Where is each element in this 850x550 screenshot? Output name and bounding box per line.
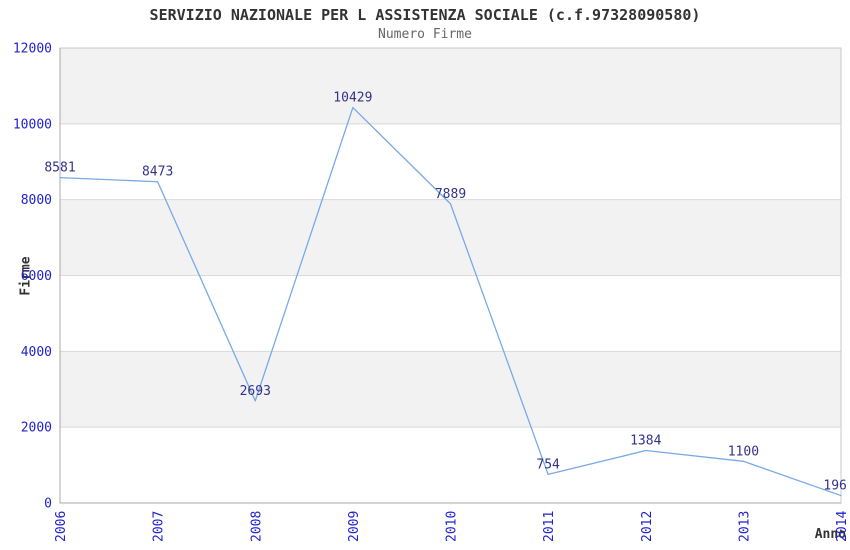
y-tick-label: 0 <box>44 497 52 512</box>
plot-band <box>60 199 841 276</box>
value-label: 10429 <box>333 91 372 106</box>
x-tick-label: 2007 <box>152 511 167 542</box>
value-label: 8581 <box>44 161 75 176</box>
x-tick-label: 2006 <box>54 511 69 542</box>
x-tick-label: 2011 <box>542 511 557 542</box>
value-label: 196 <box>823 479 846 494</box>
x-tick-label: 2014 <box>835 511 850 542</box>
y-tick-label: 12000 <box>13 42 52 57</box>
x-axis-title: Anno <box>814 527 846 542</box>
plot-band <box>60 48 841 124</box>
chart-subtitle: Numero Firme <box>378 27 472 42</box>
value-label: 754 <box>536 457 560 472</box>
value-label: 7889 <box>435 187 466 202</box>
value-label: 1384 <box>630 434 661 449</box>
x-tick-label: 2008 <box>249 511 264 542</box>
x-tick-label: 2012 <box>640 511 655 542</box>
value-label: 2693 <box>240 384 271 399</box>
plot-band <box>60 123 841 200</box>
data-line <box>59 106 842 497</box>
plot-band <box>60 275 841 352</box>
value-label: 1100 <box>728 444 759 459</box>
x-tick-label: 2013 <box>737 511 752 542</box>
y-tick-label: 2000 <box>21 421 52 436</box>
y-tick-label: 10000 <box>13 117 52 132</box>
value-label: 8473 <box>142 165 173 180</box>
y-tick-label: 4000 <box>21 345 52 360</box>
x-tick-label: 2009 <box>347 511 362 542</box>
x-tick-label: 2010 <box>445 511 460 542</box>
chart-title: SERVIZIO NAZIONALE PER L ASSISTENZA SOCI… <box>149 6 701 24</box>
y-tick-label: 6000 <box>21 269 52 284</box>
plot-band <box>60 351 841 428</box>
y-tick-label: 8000 <box>21 193 52 208</box>
plot-band <box>60 427 841 503</box>
